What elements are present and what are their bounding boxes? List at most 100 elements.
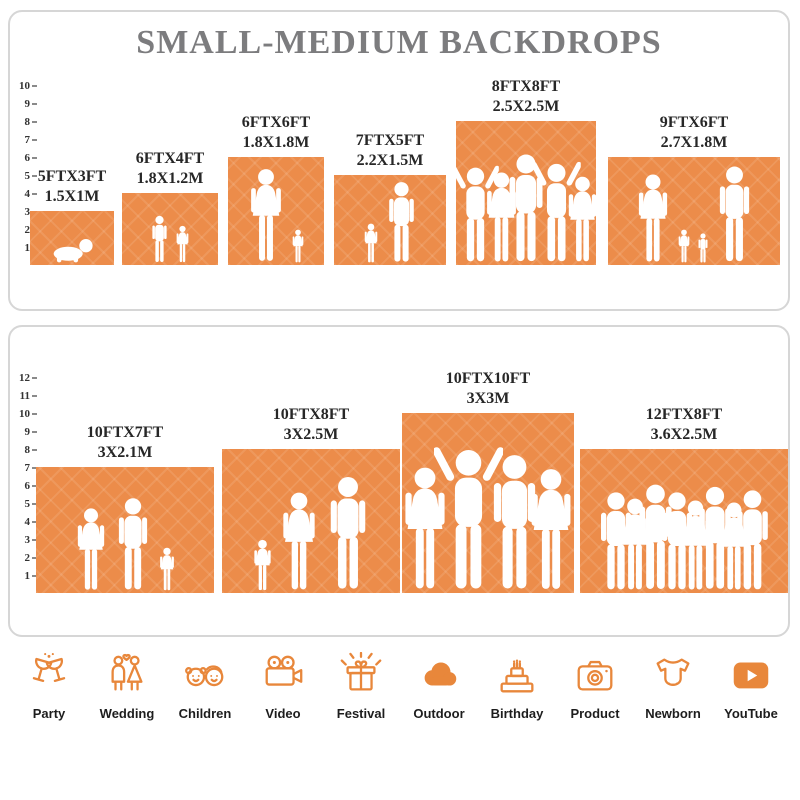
category-label: Outdoor [413, 706, 465, 721]
size-ft: 7FTX5FT [355, 132, 425, 149]
label-10ftx10ft: 10FTX10FT 3X3M [413, 369, 563, 409]
size-ft: 6FTX6FT [241, 114, 311, 131]
ruler-tick: 1 [13, 569, 37, 582]
baby-silhouette [51, 237, 94, 263]
category-wedding: Wedding [98, 652, 156, 721]
woman-silhouette [247, 167, 285, 263]
child-silhouette [697, 233, 709, 263]
people-silhouette [122, 215, 218, 263]
bar-8ftx8ft [456, 121, 596, 265]
ruler-tick: 4 [13, 187, 37, 200]
label-10ftx7ft: 10FTX7FT 3X2.1M [50, 423, 200, 463]
size-ft: 8FTX8FT [491, 78, 561, 95]
size-m: 1.8X1.2M [136, 170, 204, 187]
ruler-tick: 4 [13, 515, 37, 528]
youtube-icon [733, 662, 769, 689]
bar-7ftx5ft [334, 175, 446, 265]
small-medium-panel: SMALL-MEDIUM BACKDROPS 10 9 8 7 6 5 4 3 … [8, 10, 790, 311]
category-product: Product [566, 652, 624, 721]
category-festival: Festival [332, 652, 390, 721]
bar-10ftx8ft [222, 449, 400, 593]
woman-silhouette [279, 491, 319, 591]
size-ft: 5FTX3FT [37, 168, 107, 185]
size-m: 3.6X2.5M [650, 426, 718, 443]
category-label: Newborn [645, 706, 701, 721]
woman-silhouette [526, 467, 574, 591]
bar-6ftx6ft [228, 157, 324, 265]
category-label: Product [570, 706, 620, 721]
child-silhouette [291, 229, 305, 263]
size-ft: 6FTX4FT [135, 150, 205, 167]
label-8ftx8ft: 8FTX8FT 2.5X2.5M [451, 77, 601, 117]
people-silhouette [456, 153, 596, 263]
large-panel: 12 11 10 9 8 7 6 5 4 3 2 1 10FTX7FT 3X2.… [8, 325, 790, 637]
party-icon [32, 653, 66, 683]
child-silhouette [175, 225, 190, 263]
man-silhouette [732, 489, 773, 591]
category-outdoor: Outdoor [410, 652, 468, 721]
bar-12ftx8ft [580, 449, 788, 593]
ruler-tick: 7 [13, 133, 37, 146]
category-youtube: YouTube [722, 652, 780, 721]
people-silhouette [30, 237, 114, 263]
ruler-tick: 8 [13, 443, 37, 456]
ruler-tick: 2 [13, 551, 37, 564]
category-label: Birthday [490, 706, 544, 721]
ruler-tick: 9 [13, 425, 37, 438]
people-silhouette [222, 475, 400, 591]
man-silhouette [114, 497, 152, 591]
label-9ftx6ft: 9FTX6FT 2.7X1.8M [619, 113, 769, 153]
label-10ftx8ft: 10FTX8FT 3X2.5M [236, 405, 386, 445]
bar-9ftx6ft [608, 157, 780, 265]
ruler-tick: 5 [13, 169, 37, 182]
bar-6ftx4ft [122, 193, 218, 265]
label-7ftx5ft: 7FTX5FT 2.2X1.5M [315, 131, 465, 171]
child-silhouette [677, 229, 691, 263]
size-ft: 9FTX6FT [659, 114, 729, 131]
ruler-tick: 5 [13, 497, 37, 510]
child-silhouette [363, 223, 379, 263]
product-icon [577, 660, 613, 691]
child-silhouette [150, 215, 169, 263]
ruler-tick: 10 [13, 407, 37, 420]
size-ft: 12FTX8FT [645, 406, 723, 423]
bar-10ftx10ft [402, 413, 574, 593]
festival-icon [340, 652, 382, 691]
bar-10ftx7ft [36, 467, 214, 593]
people-silhouette [228, 167, 324, 263]
outdoor-icon [424, 662, 457, 686]
category-label: Wedding [99, 706, 155, 721]
people-silhouette [334, 181, 446, 263]
size-m: 2.5X2.5M [492, 98, 560, 115]
child-silhouette [252, 539, 273, 591]
label-6ftx6ft: 6FTX6FT 1.8X1.8M [201, 113, 351, 153]
category-children: Children [176, 652, 234, 721]
woman-silhouette [635, 173, 671, 263]
ruler-tick: 7 [13, 461, 37, 474]
newborn-icon [656, 658, 690, 686]
category-label: Children [178, 706, 232, 721]
man-silhouette [715, 165, 754, 263]
ruler-tick: 1 [13, 241, 37, 254]
size-m: 2.7X1.8M [660, 134, 728, 151]
size-ft: 10FTX8FT [272, 406, 350, 423]
people-silhouette [36, 497, 214, 591]
size-m: 3X3M [466, 390, 510, 407]
category-video: Video [254, 652, 312, 721]
category-label: Festival [336, 706, 386, 721]
label-5ftx3ft: 5FTX3FT 1.5X1M [17, 167, 127, 207]
ruler-tick: 12 [13, 371, 37, 384]
ruler-tick: 3 [13, 533, 37, 546]
birthday-icon [500, 659, 534, 693]
woman-silhouette [565, 175, 596, 263]
size-ft: 10FTX10FT [445, 370, 531, 387]
man-silhouette [325, 475, 371, 591]
bar-5ftx3ft [30, 211, 114, 265]
video-icon [265, 655, 303, 686]
ruler-tick: 8 [13, 115, 37, 128]
size-m: 3X2.5M [283, 426, 339, 443]
child-silhouette [158, 547, 176, 591]
woman-silhouette [74, 507, 108, 591]
people-silhouette [580, 483, 788, 591]
people-silhouette [608, 165, 780, 263]
